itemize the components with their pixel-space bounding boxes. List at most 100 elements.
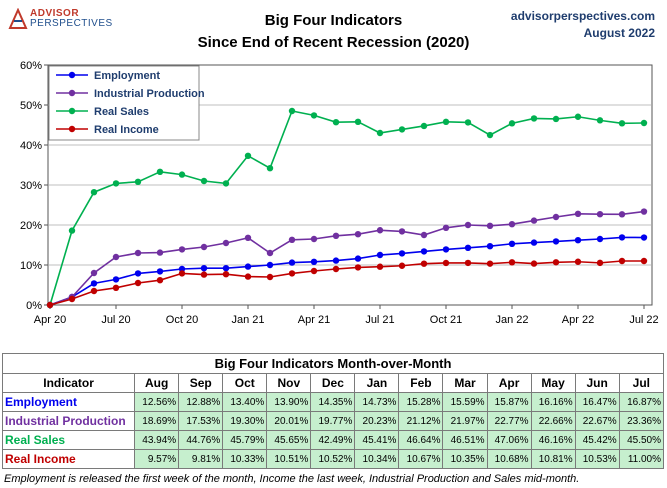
table-cell: 22.66% <box>530 411 576 431</box>
point-real-sales <box>112 180 120 187</box>
point-employment <box>90 280 98 287</box>
table-cell: 46.51% <box>442 430 488 450</box>
logo-text-top: ADVISOR <box>30 8 80 19</box>
point-real-sales <box>134 178 142 185</box>
point-industrial-production <box>200 243 208 251</box>
table-cell: 16.47% <box>574 392 620 412</box>
point-employment <box>288 259 296 266</box>
y-tick-label: 60% <box>20 60 42 72</box>
point-real-income <box>46 301 54 309</box>
point-employment <box>200 265 208 272</box>
table-cell: 13.40% <box>222 392 268 412</box>
point-employment <box>442 246 450 253</box>
table-cell: 45.42% <box>574 430 620 450</box>
point-real-income <box>266 273 274 281</box>
point-industrial-production <box>354 231 362 238</box>
month-header: Nov <box>266 373 312 393</box>
x-tick-label: Oct 21 <box>430 314 462 326</box>
y-tick-label: 30% <box>20 180 42 192</box>
point-industrial-production <box>508 221 516 228</box>
chart-title: Big Four Indicators Since End of Recent … <box>150 10 517 54</box>
point-real-sales <box>596 117 604 124</box>
logo-mark-icon <box>8 8 28 29</box>
point-industrial-production <box>398 228 406 235</box>
point-real-sales <box>464 119 472 126</box>
point-real-sales <box>640 119 648 127</box>
point-employment <box>508 240 516 247</box>
x-tick-label: Jul 21 <box>365 314 394 326</box>
month-header: Jul <box>618 373 665 393</box>
legend-swatch-marker <box>68 107 76 115</box>
point-industrial-production <box>486 222 494 229</box>
table-title: Big Four Indicators Month-over-Month <box>2 353 664 374</box>
point-real-income <box>90 287 98 295</box>
legend-label: Employment <box>94 70 160 82</box>
point-industrial-production <box>618 211 626 218</box>
row-indicator-name: Real Sales <box>1 430 136 450</box>
table-cell: 14.73% <box>354 392 400 412</box>
y-tick-label: 50% <box>20 100 42 112</box>
legend-swatch-marker <box>68 125 76 133</box>
table-cell: 45.79% <box>222 430 268 450</box>
point-industrial-production <box>244 234 252 241</box>
table-cell: 10.53% <box>574 449 620 469</box>
table-cell: 42.49% <box>310 430 356 450</box>
point-employment <box>464 244 472 251</box>
table-cell: 46.64% <box>398 430 444 450</box>
table-cell: 18.69% <box>134 411 180 431</box>
point-real-sales <box>574 113 582 120</box>
y-tick-label: 20% <box>20 220 42 232</box>
point-real-sales <box>486 131 494 139</box>
table-cell: 44.76% <box>178 430 224 450</box>
x-tick-label: Jul 20 <box>101 314 130 326</box>
point-industrial-production <box>112 253 120 261</box>
point-employment <box>530 239 538 246</box>
point-real-income <box>508 259 516 266</box>
footnote: Employment is released the first week of… <box>4 473 580 485</box>
row-indicator-name: Industrial Production <box>1 411 136 431</box>
point-real-income <box>552 259 560 266</box>
table-cell: 9.57% <box>134 449 180 469</box>
line-chart: 0% 10% 20% 30% 40% 50% 60% Apr 20 Jul 20 Oct 20 Ja… <box>20 60 659 326</box>
table-cell: 11.00% <box>618 449 665 469</box>
point-employment <box>244 263 252 270</box>
table-cell: 10.67% <box>398 449 444 469</box>
y-tick-label: 40% <box>20 140 42 152</box>
table-cell: 15.87% <box>486 392 532 412</box>
month-header: Feb <box>398 373 444 393</box>
point-industrial-production <box>596 211 604 218</box>
point-real-income <box>574 258 582 265</box>
point-real-sales <box>420 122 428 130</box>
point-real-income <box>332 265 340 273</box>
point-employment <box>640 234 648 241</box>
month-header: Jan <box>354 373 400 393</box>
table-cell: 16.16% <box>530 392 576 412</box>
point-employment <box>134 270 142 277</box>
table-cell: 45.41% <box>354 430 400 450</box>
point-employment <box>310 258 318 265</box>
month-header: May <box>530 373 576 393</box>
point-real-sales <box>442 118 450 126</box>
row-indicator-name: Real Income <box>1 449 136 469</box>
table-cell: 22.77% <box>486 411 532 431</box>
month-header: Oct <box>222 373 268 393</box>
title-line-2: Since End of Recent Recession (2020) <box>197 34 470 51</box>
table-cell: 15.28% <box>398 392 444 412</box>
table-cell: 16.87% <box>618 392 665 412</box>
point-employment <box>178 265 186 273</box>
table-cell: 10.51% <box>266 449 312 469</box>
table-cell: 43.94% <box>134 430 180 450</box>
table-cell: 23.36% <box>618 411 665 431</box>
advisor-perspectives-logo: ADVISOR PERSPECTIVES <box>8 6 118 32</box>
y-tick-label: 0% <box>26 300 42 312</box>
point-industrial-production <box>310 235 318 243</box>
point-real-income <box>398 262 406 269</box>
point-employment <box>222 265 230 272</box>
table-cell: 10.68% <box>486 449 532 469</box>
point-industrial-production <box>178 246 186 253</box>
point-real-income <box>640 257 648 265</box>
point-employment <box>156 268 164 275</box>
series-line-industrial-production <box>49 210 645 306</box>
point-real-income <box>222 271 230 278</box>
point-employment <box>420 248 428 255</box>
